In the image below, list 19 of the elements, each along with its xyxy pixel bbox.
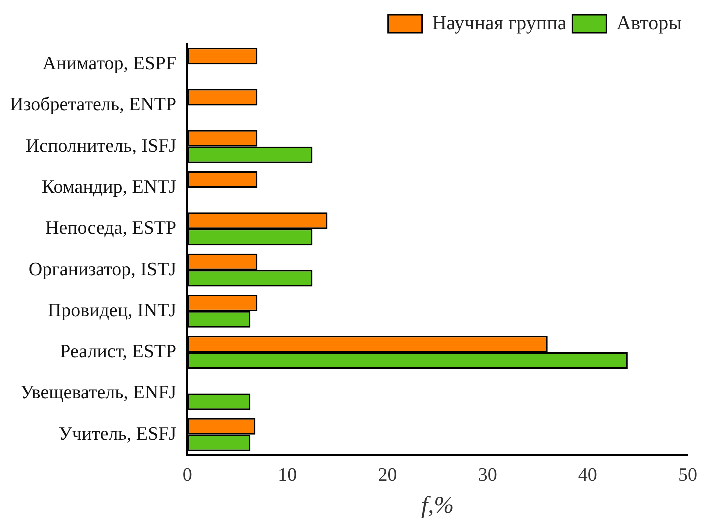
y-tick-label: Провидец, INTJ xyxy=(48,300,177,322)
y-tick-label: Исполнитель, ISFJ xyxy=(26,136,177,157)
legend-label: Авторы xyxy=(616,12,682,34)
x-tick-label: 50 xyxy=(678,464,698,486)
y-tick-label: Учитель, ESFJ xyxy=(58,424,177,445)
x-tick-label: 10 xyxy=(278,464,298,486)
y-tick-label: Увещеватель, ENFJ xyxy=(20,382,177,404)
x-tick-label: 20 xyxy=(378,464,398,486)
y-tick-label: Аниматор, ESPF xyxy=(42,54,177,75)
legend-label: Научная группа xyxy=(432,12,567,34)
x-tick-label: 30 xyxy=(478,464,498,486)
y-tick-label: Изобретатель, ENTP xyxy=(10,94,177,116)
y-tick-label: Командир, ENTJ xyxy=(42,176,177,198)
x-tick-label: 40 xyxy=(578,464,598,486)
x-tick-label: 0 xyxy=(182,464,192,486)
y-tick-label: Реалист, ESTP xyxy=(60,342,177,363)
x-axis-title: f,% xyxy=(421,492,454,519)
y-tick-label: Организатор, ISTJ xyxy=(28,259,177,280)
y-tick-label: Непоседа, ESTP xyxy=(45,218,177,240)
